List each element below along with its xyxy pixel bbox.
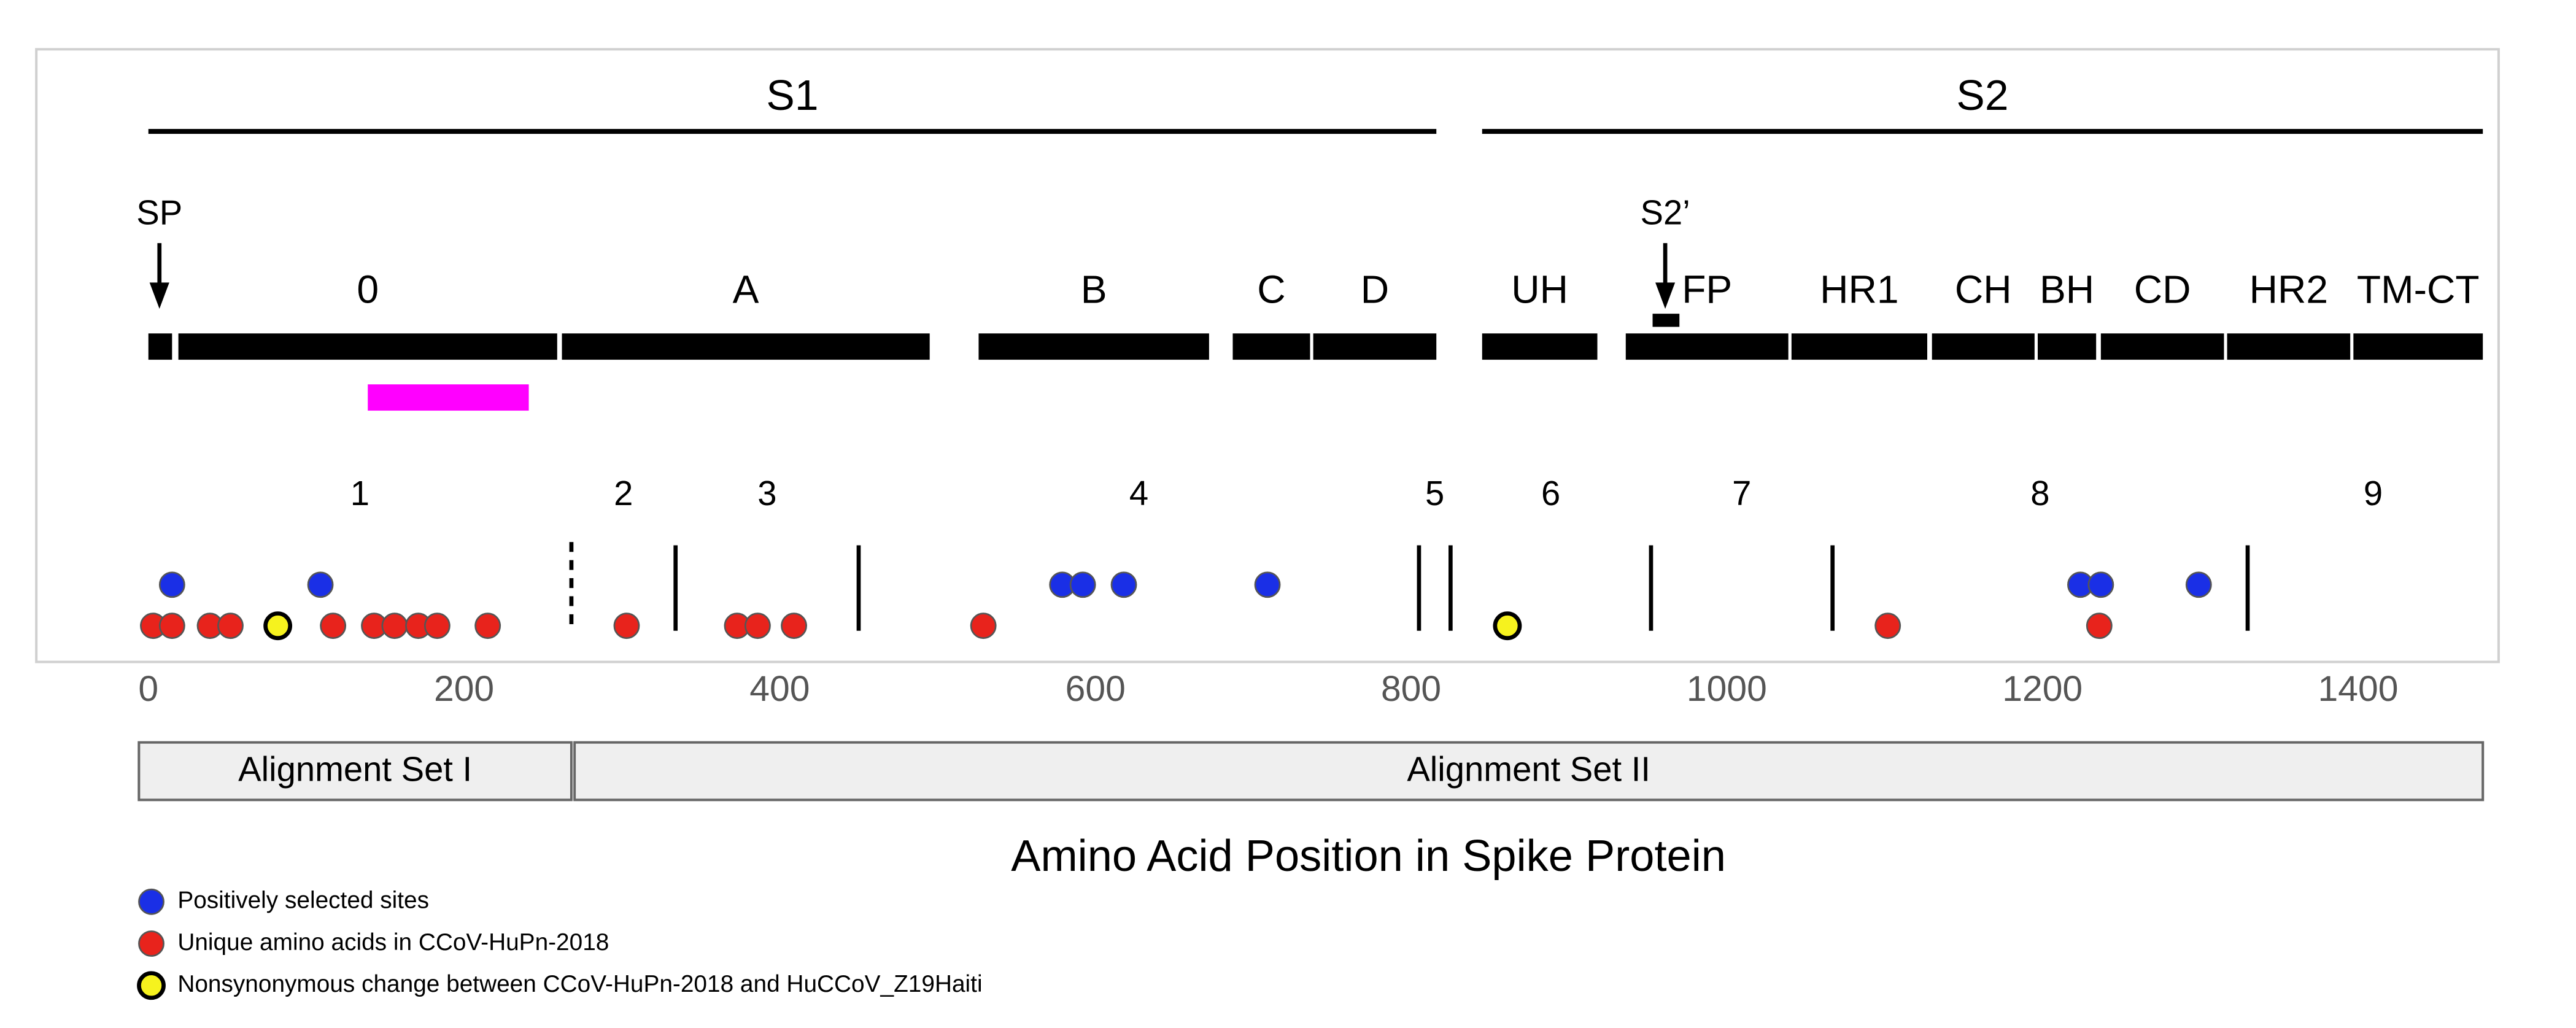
- domain-block: [1625, 333, 1789, 360]
- legend-marker: [137, 971, 166, 1000]
- point: [158, 571, 185, 598]
- region-label: 3: [757, 474, 776, 512]
- domain-label: BH: [2040, 267, 2094, 311]
- point: [744, 613, 771, 640]
- x-axis-title: Amino Acid Position in Spike Protein: [1011, 832, 1726, 881]
- legend-label: Nonsynonymous change between CCoV-HuPn-2…: [177, 971, 982, 997]
- domain-block: [562, 333, 930, 360]
- point: [2185, 571, 2212, 598]
- domain-label: CH: [1955, 267, 2012, 311]
- point: [1110, 571, 1137, 598]
- region-label: 7: [1732, 474, 1751, 512]
- point: [1069, 571, 1096, 598]
- region-label: 6: [1541, 474, 1560, 512]
- point: [158, 613, 185, 640]
- region-label: 4: [1129, 474, 1148, 512]
- alignment-set-box: [137, 741, 573, 802]
- alignment-set-label: Alignment Set I: [238, 750, 472, 789]
- alignment-set-box: [573, 741, 2485, 802]
- domain-block: [1232, 333, 1310, 360]
- domain-label: C: [1257, 267, 1285, 311]
- x-tick-label: 400: [749, 669, 810, 709]
- domain-block: [148, 333, 172, 360]
- point: [320, 613, 347, 640]
- domain-label: CD: [2134, 267, 2191, 311]
- x-tick-label: 0: [138, 669, 158, 709]
- point: [781, 613, 807, 640]
- domain-label: FP: [1682, 267, 1732, 311]
- domain-block: [1482, 333, 1598, 360]
- subunit-label: S2: [1956, 71, 2008, 119]
- region-label: 1: [350, 474, 369, 512]
- point: [1874, 613, 1901, 640]
- point: [1493, 611, 1522, 641]
- domain-block: [178, 333, 557, 360]
- x-tick-label: 200: [434, 669, 494, 709]
- domain-label: B: [1081, 267, 1107, 311]
- domain-label: TM-CT: [2357, 267, 2480, 311]
- point: [474, 613, 501, 640]
- point: [217, 613, 244, 640]
- x-tick-label: 1000: [1687, 669, 1767, 709]
- domain-label: UH: [1511, 267, 1568, 311]
- point: [1254, 571, 1281, 598]
- point: [2087, 571, 2114, 598]
- x-tick-label: 1400: [2318, 669, 2399, 709]
- legend-marker: [138, 888, 164, 915]
- legend-label: Positively selected sites: [177, 887, 429, 914]
- point: [970, 613, 997, 640]
- x-tick-label: 1200: [2002, 669, 2083, 709]
- region-label: 2: [614, 474, 633, 512]
- point: [2086, 613, 2113, 640]
- alignment-set-label: Alignment Set II: [1407, 750, 1650, 789]
- subunit-label: S1: [766, 71, 818, 119]
- point: [263, 611, 293, 641]
- point: [307, 571, 334, 598]
- arrow-head: [1655, 282, 1676, 309]
- arrow-head: [149, 282, 169, 309]
- region-label: 9: [2364, 474, 2383, 512]
- x-tick-label: 800: [1381, 669, 1441, 709]
- domain-label: HR1: [1820, 267, 1898, 311]
- domain-block: [2227, 333, 2351, 360]
- domain-label: D: [1361, 267, 1389, 311]
- domain-block: [978, 333, 1209, 360]
- domain-block: [2038, 333, 2097, 360]
- highlight-bar: [368, 384, 529, 411]
- domain-label: HR2: [2249, 267, 2328, 311]
- cleavage-block: [1652, 314, 1680, 327]
- domain-block: [1313, 333, 1437, 360]
- region-label: 8: [2030, 474, 2049, 512]
- x-tick-label: 600: [1066, 669, 1126, 709]
- domain-block: [1932, 333, 2035, 360]
- domain-label: A: [733, 267, 759, 311]
- point: [381, 613, 408, 640]
- domain-block: [2353, 333, 2483, 360]
- legend-marker: [138, 930, 164, 957]
- domain-block: [2100, 333, 2224, 360]
- arrow-label: S2’: [1640, 193, 1690, 231]
- region-label: 5: [1425, 474, 1444, 512]
- domain-block: [1791, 333, 1927, 360]
- domain-label: 0: [357, 267, 379, 311]
- point: [613, 613, 640, 640]
- point: [424, 613, 451, 640]
- legend-label: Unique amino acids in CCoV-HuPn-2018: [177, 929, 609, 956]
- arrow-label: SP: [136, 193, 182, 231]
